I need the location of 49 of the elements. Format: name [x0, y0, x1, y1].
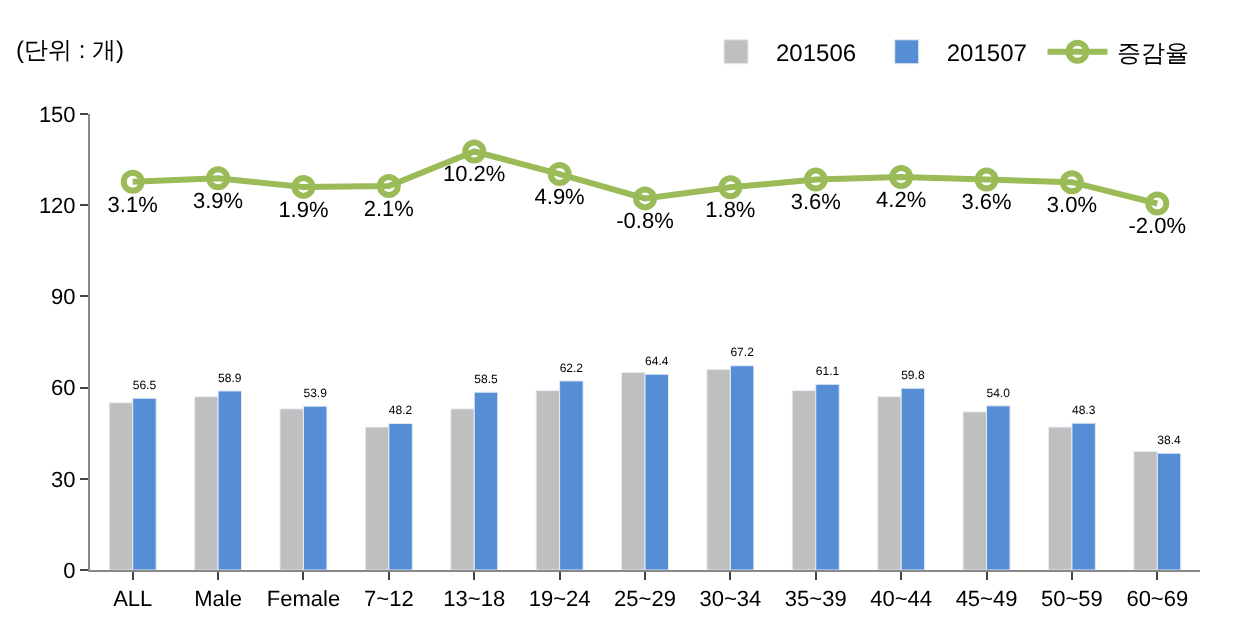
data-label: 3.6%: [961, 191, 1013, 216]
point: [206, 166, 231, 191]
x-tick-label: 60~69: [1126, 588, 1189, 613]
data-label: 1.8%: [705, 199, 756, 224]
point: [120, 169, 145, 194]
point: [291, 174, 316, 199]
y-tick-label: 60: [51, 377, 76, 402]
data-label: 10.2%: [443, 163, 506, 188]
y-tick-label: 0: [63, 559, 76, 584]
x-tick-label: 45~49: [955, 588, 1018, 613]
data-label: 3.0%: [1046, 193, 1098, 218]
point: [1145, 191, 1170, 216]
data-label: 2.1%: [363, 197, 415, 222]
y-axis-title: (단위 : 개): [16, 36, 124, 64]
x-tick-label: Female: [266, 588, 341, 613]
data-label: -0.8%: [616, 210, 675, 235]
data-label: 4.2%: [876, 188, 927, 213]
y-tick-label: 90: [51, 286, 76, 311]
x-tick-label: 7~12: [364, 588, 414, 613]
data-label: 4.9%: [534, 185, 586, 210]
x-tick-label: 25~29: [614, 588, 676, 613]
x-tick-label: Male: [194, 588, 242, 613]
point: [1059, 170, 1084, 195]
legend-label: 201507: [946, 39, 1028, 68]
point: [547, 162, 572, 187]
point: [889, 165, 914, 190]
data-label: 3.9%: [193, 190, 244, 215]
data-label: 3.1%: [107, 193, 159, 218]
x-tick-label: 40~44: [870, 588, 933, 613]
x-tick-label: 30~34: [699, 588, 762, 613]
x-tick-label: 13~18: [443, 588, 506, 613]
point: [974, 167, 999, 192]
point: [803, 167, 828, 192]
data-label: 1.9%: [278, 198, 329, 223]
y-tick-label: 30: [51, 468, 76, 493]
y-tick-label: 120: [38, 194, 76, 219]
data-label: -2.0%: [1128, 215, 1187, 240]
legend-label: 증감율: [1117, 39, 1190, 68]
x-tick-label: ALL: [113, 588, 153, 613]
y-tick-label: 150: [38, 103, 76, 128]
x-tick-label: 35~39: [784, 588, 847, 613]
legend-label: 201506: [776, 39, 857, 68]
point: [462, 139, 487, 164]
x-tick-label: 19~24: [528, 588, 591, 613]
data-label: 3.6%: [790, 191, 842, 216]
point: [376, 174, 401, 199]
point: [718, 175, 743, 200]
x-tick-label: 50~59: [1041, 588, 1103, 613]
point: [633, 186, 657, 211]
